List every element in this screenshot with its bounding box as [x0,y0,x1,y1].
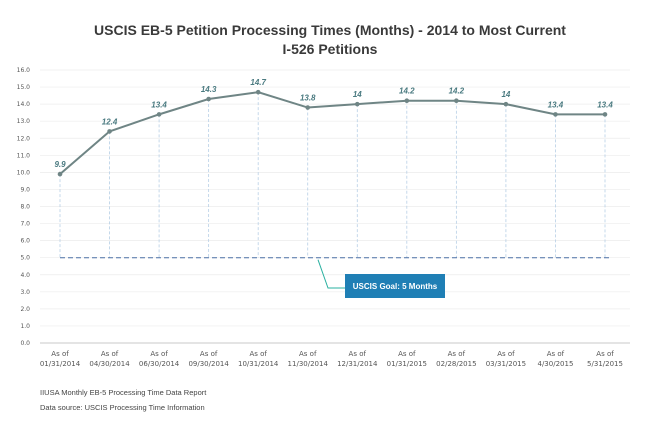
x-tick-label-line1: As of [249,350,267,358]
y-tick-label: 5.0 [20,255,30,262]
series-line [59,91,605,175]
data-label: 13.4 [151,100,167,109]
y-tick-label: 6.0 [20,238,30,245]
data-label: 13.8 [300,94,316,103]
data-label: 14.3 [201,85,217,94]
data-point [255,89,261,95]
drop-lines [59,92,606,258]
x-tick-label-line2: 01/31/2014 [40,360,81,368]
goal-line-group: USCIS Goal: 5 Months [60,257,610,298]
y-tick-label: 0.0 [20,340,30,347]
y-tick-label: 4.0 [20,272,30,279]
y-tick-label: 1.0 [20,323,30,330]
data-point [305,105,311,110]
x-tick-label-line1: As of [101,350,119,358]
y-tick-label: 16.0 [17,67,31,74]
x-axis-ticks: As of 01/31/2014 As of 04/30/2014 As of 06/30… [40,350,623,368]
x-tick-label-line1: As of [299,350,317,358]
x-tick-label-line1: As of [150,350,168,358]
data-label: 13.4 [597,100,613,109]
data-label: 14.2 [399,87,415,96]
y-tick-label: 10.0 [17,169,31,176]
data-point [156,112,162,117]
data-point [206,96,211,102]
data-label: 13.4 [548,100,564,109]
chart-title-line1: USCIS EB-5 Petition Processing Times (Mo… [94,22,566,38]
x-tick-label-line2: 11/30/2014 [288,360,329,368]
x-tick-label-line2: 10/31/2014 [238,360,279,368]
x-tick-label-line1: As of [398,350,416,358]
y-tick-label: 15.0 [17,84,31,91]
data-point [602,112,608,117]
data-point [107,129,112,134]
data-point [553,112,558,117]
x-tick-label-line2: 03/31/2015 [486,360,526,368]
x-tick-label-line1: As of [200,350,218,358]
x-tick-label-line1: As of [51,350,69,358]
goal-callout-box [345,274,445,298]
chart-title-line2: I-526 Petitions [283,41,378,57]
grid [40,69,630,344]
data-label: 14.2 [449,87,465,96]
data-point [57,171,63,177]
data-label: 14 [501,90,510,99]
x-tick-label-line2: 09/30/2014 [188,360,229,368]
x-tick-label-line2: 5/31/2015 [587,360,623,368]
x-tick-label-line1: As of [497,350,515,358]
y-tick-label: 14.0 [17,101,31,108]
y-tick-label: 11.0 [17,152,31,159]
y-tick-label: 2.0 [20,306,30,313]
y-tick-label: 12.0 [17,135,31,142]
x-tick-label-line1: As of [596,350,614,358]
y-tick-label: 8.0 [20,204,30,211]
y-tick-label: 7.0 [20,221,30,228]
data-label: 14 [353,90,362,99]
y-tick-label: 13.0 [17,118,31,125]
x-tick-label-line1: As of [349,350,367,358]
data-label: 14.7 [250,78,266,87]
data-label: 9.9 [54,160,66,169]
x-tick-label-line2: 12/31/2014 [337,360,378,368]
data-point [354,101,360,107]
x-tick-label-line2: 04/30/2014 [89,360,130,368]
x-tick-label-line2: 4/30/2015 [538,360,574,368]
series: 9.9 12.4 13.4 14.3 14.7 13.8 14 14.2 14.2 14 13.4 1… [54,78,613,177]
goal-callout-label: USCIS Goal: 5 Months [353,282,438,291]
data-label: 12.4 [102,117,118,126]
y-tick-label: 9.0 [20,186,30,193]
x-tick-label-line1: As of [448,350,466,358]
data-point [454,98,459,104]
x-tick-label-line2: 01/31/2015 [387,360,427,368]
data-point [404,98,410,104]
data-point [503,101,509,107]
x-tick-label-line2: 02/28/2015 [436,360,476,368]
source-note-2: Data source: USCIS Processing Time Infor… [40,403,205,412]
source-note-1: IIUSA Monthly EB-5 Processing Time Data … [40,388,207,397]
x-tick-label-line1: As of [547,350,565,358]
goal-callout-line [317,259,345,289]
y-axis-ticks: 0.0 1.0 2.0 3.0 4.0 5.0 6.0 7.0 8.0 9.0 10.0 11.0 12… [17,67,31,347]
x-tick-label-line2: 06/30/2014 [139,360,180,368]
y-tick-label: 3.0 [20,289,30,296]
